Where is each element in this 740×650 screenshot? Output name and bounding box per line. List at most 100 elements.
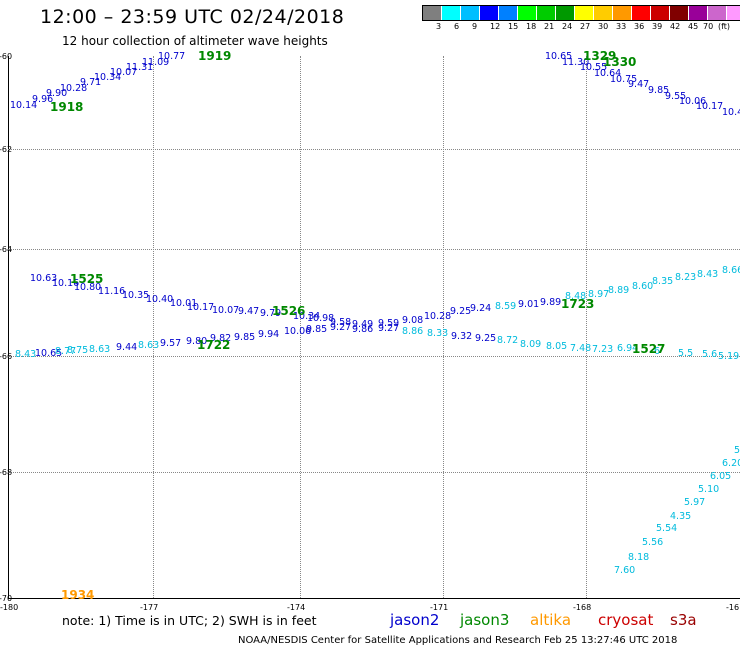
map-title: 12:00 – 23:59 UTC 02/24/2018 bbox=[40, 6, 345, 28]
swh-value: 8.63 bbox=[138, 340, 160, 351]
pass-time-mark: 1526 bbox=[272, 304, 306, 318]
swh-value: 8.43 bbox=[697, 269, 719, 280]
swh-value: 9.24 bbox=[470, 303, 492, 314]
swh-value: 7.60 bbox=[614, 565, 636, 576]
swh-value: 9.55 bbox=[665, 91, 687, 102]
color-scale-label: 39 bbox=[652, 22, 663, 31]
swh-value: 7.23 bbox=[592, 344, 614, 355]
swh-value: 9.71 bbox=[80, 77, 102, 88]
swh-value: 8.77 bbox=[55, 346, 77, 357]
swh-value: 11.09 bbox=[142, 57, 170, 68]
swh-value: 9.44 bbox=[116, 342, 138, 353]
color-scale-label: 6 bbox=[454, 22, 460, 31]
longitude-label: -174 bbox=[287, 603, 306, 612]
swh-value: 8.23 bbox=[675, 272, 697, 283]
swh-value: 10.40 bbox=[722, 107, 740, 118]
swh-value: 10.77 bbox=[158, 51, 186, 62]
swh-value: 7.48 bbox=[570, 343, 592, 354]
pass-time-mark: 1330 bbox=[603, 55, 637, 69]
longitude-gridline bbox=[443, 56, 444, 598]
swh-value: 5.10 bbox=[698, 484, 720, 495]
color-scale-label: 12 bbox=[490, 22, 501, 31]
color-scale-label: 3 bbox=[436, 22, 442, 31]
swh-value: 10.65 bbox=[35, 348, 63, 359]
swh-value: 9.96 bbox=[32, 94, 54, 105]
swh-value: 4.35 bbox=[670, 511, 692, 522]
latitude-gridline bbox=[8, 356, 740, 357]
latitude-label: -66 bbox=[0, 352, 13, 361]
longitude-gridline bbox=[300, 56, 301, 598]
swh-value: 8.33 bbox=[427, 328, 449, 339]
swh-value: 8.75 bbox=[67, 345, 89, 356]
swh-value: 9.32 bbox=[451, 331, 473, 342]
swh-value: 10.06 bbox=[679, 96, 707, 107]
longitude-label: -177 bbox=[140, 603, 159, 612]
swh-value: 10.28 bbox=[424, 311, 452, 322]
swh-value: 9.47 bbox=[238, 306, 260, 317]
swh-value: 9.86 bbox=[352, 324, 374, 335]
latitude-gridline bbox=[8, 472, 740, 473]
longitude-gridline bbox=[153, 56, 154, 598]
color-swatch bbox=[499, 6, 518, 20]
swh-value: 8.18 bbox=[628, 552, 650, 563]
color-scale-label: 33 bbox=[616, 22, 627, 31]
swh-value: 10.14 bbox=[10, 100, 38, 111]
longitude-label: -16 bbox=[726, 603, 740, 612]
color-swatch bbox=[537, 6, 556, 20]
swh-value: 10.01 bbox=[170, 298, 198, 309]
color-scale-label: 9 bbox=[472, 22, 478, 31]
swh-value: 5.97 bbox=[684, 497, 706, 508]
pass-time-mark: 1919 bbox=[198, 49, 232, 63]
swh-value: 9.57 bbox=[160, 338, 182, 349]
swh-value: 8.43 bbox=[15, 349, 37, 360]
swh-value: 5.54 bbox=[656, 523, 678, 534]
swh-value: 6 bbox=[654, 346, 661, 357]
legend-cryosat: cryosat bbox=[598, 611, 654, 629]
color-swatch bbox=[708, 6, 727, 20]
swh-value: 9.47 bbox=[628, 79, 650, 90]
color-scale-unit: (ft) bbox=[718, 22, 731, 31]
color-scale-label: 18 bbox=[526, 22, 537, 31]
swh-value: 10.40 bbox=[146, 294, 174, 305]
swh-value: 9.08 bbox=[402, 315, 424, 326]
swh-value: 9.90 bbox=[46, 88, 68, 99]
longitude-label: -180 bbox=[0, 603, 19, 612]
swh-value: 9.82 bbox=[210, 333, 232, 344]
color-swatch bbox=[556, 6, 575, 20]
legend-altika: altika bbox=[530, 611, 572, 629]
swh-value: 9.27 bbox=[330, 322, 352, 333]
color-swatch bbox=[632, 6, 651, 20]
swh-value: 10.28 bbox=[60, 83, 88, 94]
color-scale-label: 27 bbox=[580, 22, 591, 31]
color-scale-label: 30 bbox=[598, 22, 609, 31]
legend-jason3: jason3 bbox=[460, 611, 510, 629]
swh-value: 9.85 bbox=[234, 332, 256, 343]
pass-time-mark: 1723 bbox=[561, 297, 595, 311]
swh-value: 10.06 bbox=[284, 326, 312, 337]
swh-value: 9.27 bbox=[378, 323, 400, 334]
color-swatch bbox=[423, 6, 442, 20]
swh-value: 10.07 bbox=[110, 67, 138, 78]
legend-s3a: s3a bbox=[670, 611, 697, 629]
color-scale-label: 24 bbox=[562, 22, 573, 31]
swh-value: 10.34 bbox=[293, 311, 321, 322]
color-swatch bbox=[442, 6, 461, 20]
latitude-label: -62 bbox=[0, 145, 13, 154]
color-swatch bbox=[670, 6, 689, 20]
swh-value: 8.09 bbox=[520, 339, 542, 350]
legend-jason2: jason2 bbox=[390, 611, 440, 629]
pass-time-mark: 1918 bbox=[50, 100, 84, 114]
swh-value: 8.60 bbox=[632, 281, 654, 292]
swh-value: 9.89 bbox=[540, 297, 562, 308]
pass-time-mark: 1525 bbox=[70, 272, 104, 286]
swh-value: 9.85 bbox=[306, 324, 328, 335]
swh-value: 10.75 bbox=[610, 74, 638, 85]
latitude-label: -60 bbox=[0, 52, 13, 61]
color-swatch bbox=[575, 6, 594, 20]
latitude-label: -68 bbox=[0, 468, 13, 477]
swh-value: 8.66 bbox=[722, 265, 740, 276]
swh-value: 10.80 bbox=[74, 282, 102, 293]
swh-value: 8.48 bbox=[565, 291, 587, 302]
longitude-label: -168 bbox=[573, 603, 592, 612]
swh-value: 10.65 bbox=[545, 51, 573, 62]
